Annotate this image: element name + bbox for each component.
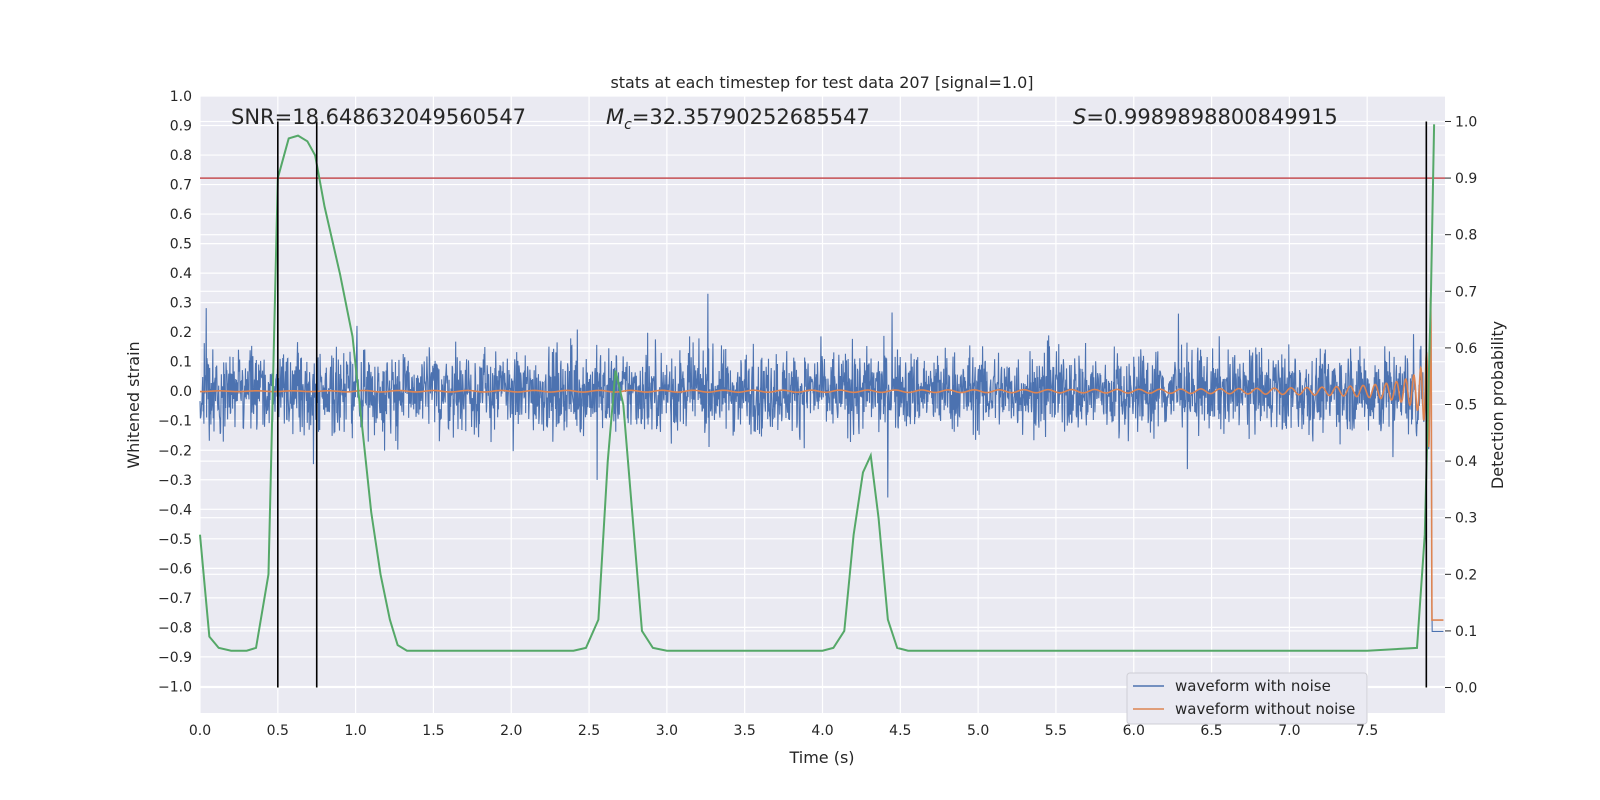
y-tick-label: 0.6 <box>170 207 192 223</box>
chirp-mass-annotation: Mc=32.35790252685547 <box>606 105 870 133</box>
x-tick-label: 2.0 <box>500 723 522 739</box>
y2-tick-label: 0.1 <box>1455 624 1477 640</box>
x-tick-label: 3.0 <box>656 723 678 739</box>
y2-tick-label: 0.6 <box>1455 341 1477 357</box>
x-tick-label: 2.5 <box>578 723 600 739</box>
y2-tick-label: 0.5 <box>1455 398 1477 414</box>
y-tick-label: 0.2 <box>170 325 192 341</box>
series-waveform-without-noise <box>200 297 1444 621</box>
legend-label-noisy: waveform with noise <box>1175 677 1331 695</box>
y-tick-label: −0.9 <box>158 650 192 666</box>
y2-tick-label: 0.0 <box>1455 681 1477 697</box>
score-symbol: S <box>1073 105 1086 129</box>
noisy-waveform-group <box>199 292 1444 633</box>
y2-tick-label: 1.0 <box>1455 114 1477 130</box>
x-tick-label: 6.5 <box>1200 723 1222 739</box>
series-detection-probability <box>199 124 1436 652</box>
y-tick-label: 0.7 <box>170 178 192 194</box>
y-tick-label: 0.4 <box>170 266 192 282</box>
y-tick-label: 1.0 <box>170 89 192 105</box>
y-axis-label: Whitened strain <box>124 341 143 468</box>
y2-axis-label: Detection probability <box>1488 321 1507 489</box>
y-tick-label: −0.2 <box>158 443 192 459</box>
overlay-group <box>199 121 1445 688</box>
x-tick-label: 3.5 <box>734 723 756 739</box>
y-tick-label: 0.8 <box>170 148 192 164</box>
y-tick-label: −1.0 <box>158 679 192 695</box>
chirp-mass-subscript: c <box>624 117 632 133</box>
chirp-mass-symbol: M <box>606 105 624 129</box>
x-tick-label: 0.0 <box>189 723 211 739</box>
y-tick-label: −0.5 <box>158 532 192 548</box>
clean-waveform-group <box>200 297 1444 621</box>
y-tick-label: 0.5 <box>170 237 192 253</box>
x-tick-label: 5.0 <box>967 723 989 739</box>
snr-annotation: SNR=18.648632049560547 <box>231 105 526 129</box>
y-tick-label: 0.3 <box>170 296 192 312</box>
y2-tick-label: 0.3 <box>1455 511 1477 527</box>
chart-title: stats at each timestep for test data 207… <box>610 73 1033 92</box>
x-tick-label: 4.0 <box>811 723 833 739</box>
x-tick-label: 7.5 <box>1356 723 1378 739</box>
legend-label-clean: waveform without noise <box>1175 700 1355 718</box>
grid-lines <box>199 95 1445 713</box>
y-tick-label: −0.8 <box>158 620 192 636</box>
y2-tick-label: 0.7 <box>1455 284 1477 300</box>
series-waveform-with-noise <box>199 292 1444 633</box>
tick-labels: 0.0 0.5 1.0 1.5 2.0 2.5 3.0 3.5 4.0 4.5 5.0 5.5 6.0 6… <box>158 89 1477 739</box>
y-tick-label: 0.0 <box>170 384 192 400</box>
y-tick-label: −0.3 <box>158 473 192 489</box>
y2-tick-label: 0.9 <box>1455 171 1477 187</box>
y2-tick-label: 0.4 <box>1455 454 1477 470</box>
y-tick-label: −0.6 <box>158 561 192 577</box>
x-tick-label: 6.0 <box>1123 723 1145 739</box>
y-tick-label: −0.1 <box>158 414 192 430</box>
x-tick-label: 1.0 <box>344 723 366 739</box>
score-annotation: S=0.9989898800849915 <box>1073 105 1338 129</box>
legend: waveform with noise waveform without noi… <box>1126 672 1368 725</box>
score-value: =0.9989898800849915 <box>1086 105 1337 129</box>
x-tick-label: 4.5 <box>889 723 911 739</box>
legend-box <box>1126 672 1368 725</box>
x-tick-label: 1.5 <box>422 723 444 739</box>
x-tick-label: 0.5 <box>267 723 289 739</box>
y-tick-label: −0.4 <box>158 502 192 518</box>
chirp-mass-value: =32.35790252685547 <box>632 105 870 129</box>
x-tick-label: 5.5 <box>1045 723 1067 739</box>
y2-tick-label: 0.8 <box>1455 228 1477 244</box>
y2-tick-label: 0.2 <box>1455 567 1477 583</box>
y-tick-label: −0.7 <box>158 591 192 607</box>
y-tick-label: 0.9 <box>170 119 192 135</box>
y-tick-label: 0.1 <box>170 355 192 371</box>
x-axis-label: Time (s) <box>788 748 854 767</box>
x-tick-label: 7.0 <box>1278 723 1300 739</box>
